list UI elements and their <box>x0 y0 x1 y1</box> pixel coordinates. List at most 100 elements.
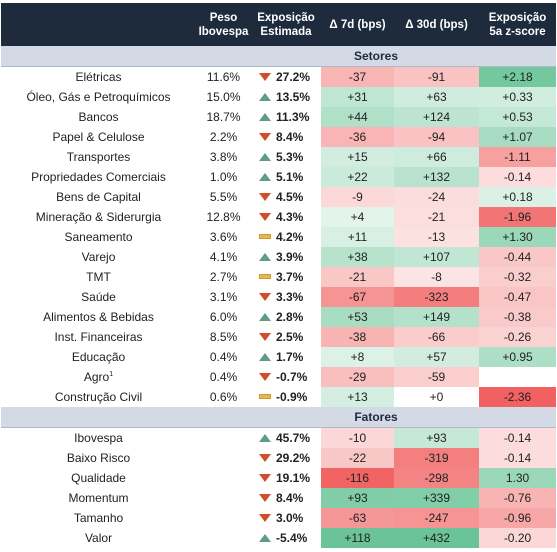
delta-30d-cell: -59 <box>394 367 479 387</box>
table-row: Educação 0.4% 1.7% +8 +57 +0.95 <box>1 347 556 367</box>
row-name: Momentum <box>68 491 129 505</box>
row-name-cell: Saneamento <box>1 227 196 247</box>
header-peso: Peso Ibovespa <box>196 3 251 46</box>
zscore-cell: -2.36 <box>479 387 556 407</box>
table-row: Inst. Financeiras 8.5% 2.5% -38 -66 -0.26 <box>1 327 556 347</box>
row-name: Bens de Capital <box>56 190 141 204</box>
table-body: Setores Elétricas 11.6% 27.2% -37 -91 +2.18 Óle… <box>1 46 556 548</box>
exposure-value: 3.7% <box>276 270 304 284</box>
zscore-cell: -0.20 <box>479 528 556 548</box>
exposure-cell: 1.7% <box>251 347 321 367</box>
delta-7d-cell: -21 <box>321 267 394 287</box>
triangle-down-icon <box>259 493 271 502</box>
delta-30d-cell: +432 <box>394 528 479 548</box>
exposure-value: 4.5% <box>276 190 304 204</box>
zscore-cell: -1.11 <box>479 147 556 167</box>
header-zscore: Exposição 5a z-score <box>479 3 556 46</box>
delta-7d-cell: -29 <box>321 367 394 387</box>
header-blank <box>1 3 196 46</box>
exposure-value: 3.3% <box>276 290 304 304</box>
delta-7d-cell: -67 <box>321 287 394 307</box>
row-name-cell: Ibovespa <box>1 428 196 449</box>
weight-cell: 0.4% <box>209 350 238 364</box>
exposure-value: -5.4% <box>276 531 308 545</box>
delta-30d-cell: -24 <box>394 187 479 207</box>
delta-7d-cell: +44 <box>321 107 394 127</box>
table-row: Construção Civil 0.6% -0.9% +13 +0 -2.36 <box>1 387 556 407</box>
zscore-cell: +0.95 <box>479 347 556 367</box>
exposure-cell: 2.8% <box>251 307 321 327</box>
row-name: Ibovespa <box>74 431 123 445</box>
triangle-up-icon <box>259 433 271 442</box>
row-name: Papel & Celulose <box>52 130 145 144</box>
weight-cell <box>196 468 251 488</box>
exposure-value: 3.9% <box>276 250 304 264</box>
exposure-value: 5.1% <box>276 170 304 184</box>
row-name-cell: Agro1 <box>1 367 196 387</box>
table-row: Tamanho 3.0% -63 -247 -0.96 <box>1 508 556 528</box>
exposure-cell: -0.9% <box>251 387 321 407</box>
delta-30d-cell: +124 <box>394 107 479 127</box>
weight-cell: 2.7% <box>209 270 238 284</box>
row-name: Inst. Financeiras <box>54 330 143 344</box>
exposure-value: 2.8% <box>276 310 304 324</box>
delta-30d-cell: -8 <box>394 267 479 287</box>
exposure-cell: 3.3% <box>251 287 321 307</box>
table-row: Mineração & Siderurgia 12.8% 4.3% +4 -21 -1.9… <box>1 207 556 227</box>
header-d30: Δ 30d (bps) <box>394 3 479 46</box>
exposure-cell: 19.1% <box>251 468 321 488</box>
zscore-cell: +1.07 <box>479 127 556 147</box>
exposure-cell: 13.5% <box>251 87 321 107</box>
table-row: Bens de Capital 5.5% 4.5% -9 -24 +0.18 <box>1 187 556 207</box>
row-name: Alimentos & Bebidas <box>43 310 154 324</box>
delta-7d-cell: -37 <box>321 66 394 87</box>
delta-7d-cell: +15 <box>321 147 394 167</box>
triangle-down-icon <box>259 192 271 201</box>
exposure-value: 19.1% <box>276 471 311 485</box>
weight-cell: 12.8% <box>206 210 241 224</box>
exposure-cell: 45.7% <box>251 428 321 449</box>
exposure-value: -0.9% <box>276 390 308 404</box>
row-name-cell: Mineração & Siderurgia <box>1 207 196 227</box>
delta-7d-cell: +8 <box>321 347 394 367</box>
table-row: Varejo 4.1% 3.9% +38 +107 -0.44 <box>1 247 556 267</box>
exposure-value: 8.4% <box>276 491 304 505</box>
delta-30d-cell: -13 <box>394 227 479 247</box>
weight-cell: 5.5% <box>209 190 238 204</box>
weight-cell: 3.1% <box>209 290 238 304</box>
row-name-cell: Alimentos & Bebidas <box>1 307 196 327</box>
row-name-cell: Qualidade <box>1 468 196 488</box>
zscore-cell: -0.96 <box>479 508 556 528</box>
weight-cell: 3.8% <box>209 150 238 164</box>
table-row: Bancos 18.7% 11.3% +44 +124 +0.53 <box>1 107 556 127</box>
exposure-cell: 5.3% <box>251 147 321 167</box>
footnote-marker: 1 <box>109 371 114 378</box>
delta-7d-cell: +22 <box>321 167 394 187</box>
row-name: Propriedades Comerciais <box>31 170 166 184</box>
flat-bar-icon <box>259 394 271 400</box>
exposure-table: Peso Ibovespa Exposição Estimada Δ 7d (bps… <box>1 3 556 548</box>
exposure-value: 5.3% <box>276 150 304 164</box>
weight-cell: 1.0% <box>209 170 238 184</box>
row-name-cell: Momentum <box>1 488 196 508</box>
row-name-cell: Propriedades Comerciais <box>1 167 196 187</box>
header-exposicao: Exposição Estimada <box>251 3 321 46</box>
delta-30d-cell: -21 <box>394 207 479 227</box>
exposure-value: 4.3% <box>276 210 304 224</box>
row-name: Mineração & Siderurgia <box>35 210 162 224</box>
delta-7d-cell: -116 <box>321 468 394 488</box>
weight-cell <box>196 448 251 468</box>
table-row: Propriedades Comerciais 1.0% 5.1% +22 +132 -0… <box>1 167 556 187</box>
delta-30d-cell: +132 <box>394 167 479 187</box>
triangle-up-icon <box>259 252 271 261</box>
section-blank <box>1 46 196 67</box>
row-name: Construção Civil <box>54 390 143 404</box>
zscore-cell: -0.14 <box>479 448 556 468</box>
row-name-cell: Elétricas <box>1 67 196 88</box>
triangle-up-icon <box>259 112 271 121</box>
weight-cell: 6.0% <box>209 310 238 324</box>
delta-7d-cell: -9 <box>321 187 394 207</box>
weight-cell: 11.6% <box>206 70 241 84</box>
weight-cell <box>196 488 251 508</box>
zscore-cell: -0.14 <box>479 427 556 448</box>
